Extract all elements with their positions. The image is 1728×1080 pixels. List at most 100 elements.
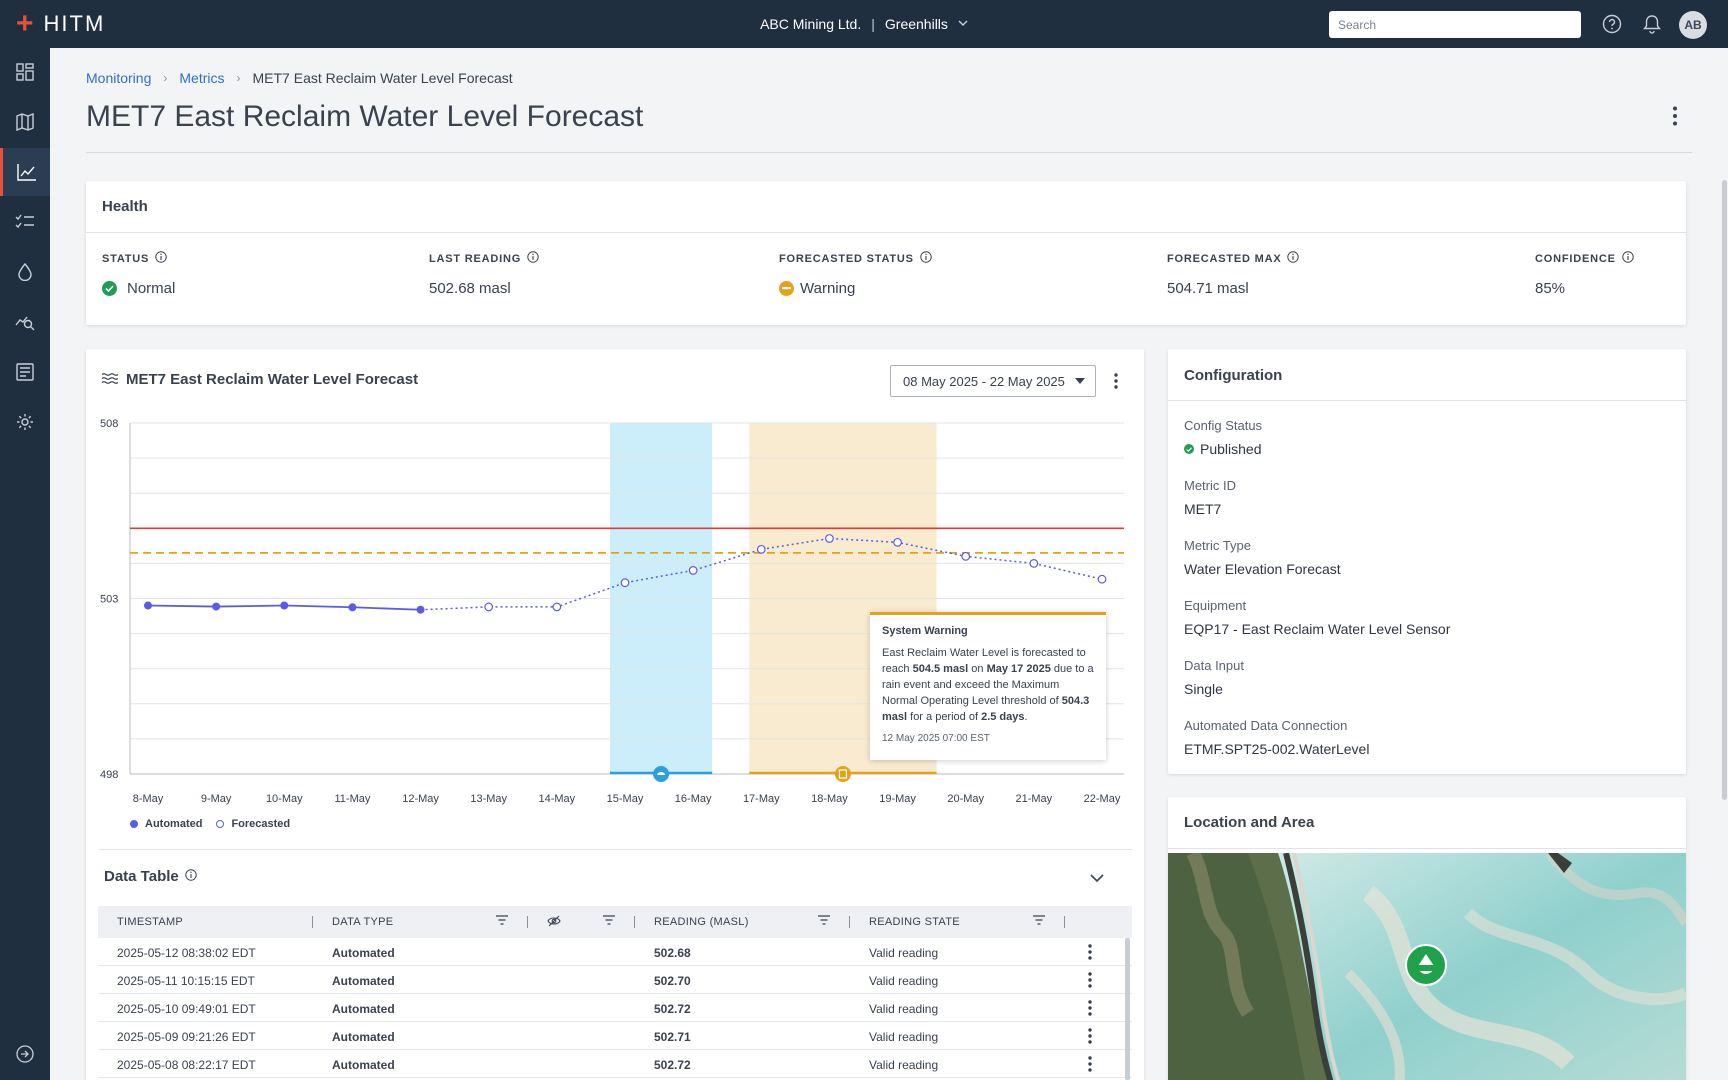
date-range-select[interactable]: 08 May 2025 - 22 May 2025 [890,365,1096,397]
cell-reading: 502.68 [654,946,691,960]
bell-icon[interactable] [1640,12,1664,36]
cell-data-type: Automated [332,1030,395,1044]
table-row[interactable]: 2025-05-10 09:49:01 EDT Automated 502.72… [98,994,1132,1022]
confidence-value: 85% [1535,280,1566,297]
config-metric-id: Metric ID MET7 [1184,478,1236,517]
kebab-menu-icon [1088,1000,1092,1016]
column-data-type[interactable]: DATA TYPE [332,916,394,928]
org-name: ABC Mining Ltd. [760,16,862,32]
avatar[interactable]: AB [1679,11,1707,39]
filter-icon[interactable] [496,915,508,928]
sidebar [0,48,50,1080]
chart-more-menu[interactable] [1106,369,1126,393]
config-equipment: Equipment EQP17 - East Reclaim Water Lev… [1184,598,1451,637]
configuration-title: Configuration [1168,349,1686,401]
row-more-menu[interactable] [1083,1027,1097,1045]
kebab-menu-icon [1088,1028,1092,1044]
site-name[interactable]: Greenhills [884,16,948,32]
info-icon[interactable] [155,251,167,266]
table-row[interactable]: 2025-05-11 10:15:15 EDT Automated 502.70… [98,966,1132,994]
tooltip-title: System Warning [882,625,968,637]
cell-timestamp: 2025-05-09 09:21:26 EDT [117,1030,256,1044]
sidebar-item-tasks[interactable] [0,198,50,246]
cell-data-type: Automated [332,1058,395,1072]
legend-swatch [216,820,225,828]
sidebar-item-map[interactable] [0,98,50,146]
info-icon[interactable] [1287,251,1300,266]
health-forecasted-status: FORECASTED STATUS Warning [779,251,932,297]
column-reading[interactable]: READING (MASL) [654,916,749,928]
last-reading-label: LAST READING [429,252,522,265]
cell-data-type: Automated [332,946,395,960]
collapse-table-button[interactable] [1086,868,1108,888]
breadcrumb-metrics[interactable]: Metrics [179,70,225,86]
table-row[interactable]: 2025-05-08 08:22:17 EDT Automated 502.72… [98,1050,1132,1078]
satellite-map[interactable] [1168,853,1686,1080]
config-metric-type: Metric Type Water Elevation Forecast [1184,538,1341,577]
info-icon[interactable] [1622,251,1634,266]
date-range-value: 08 May 2025 - 22 May 2025 [903,373,1065,389]
info-icon[interactable] [185,868,197,885]
sidebar-item-settings[interactable] [0,398,50,446]
cell-data-type: Automated [332,974,395,988]
configuration-card: Configuration Config Status Published Me… [1168,349,1686,774]
check-circle-icon [1184,444,1194,454]
forecasted-status-label: FORECASTED STATUS [779,252,914,265]
hide-column-icon[interactable] [547,915,561,930]
sidebar-item-dashboard[interactable] [0,48,50,96]
breadcrumb: Monitoring › Metrics › MET7 East Reclaim… [86,70,513,86]
kebab-menu-icon [1088,944,1092,960]
cell-state: Valid reading [869,1002,939,1016]
row-more-menu[interactable] [1083,943,1097,961]
cell-timestamp: 2025-05-11 10:15:15 EDT [117,974,255,988]
info-icon[interactable] [920,251,932,266]
status-value: Normal [127,280,176,297]
page-more-menu[interactable] [1665,103,1685,129]
last-reading-value: 502.68 masl [429,280,511,297]
checklist-icon [15,214,34,229]
health-title: Health [86,181,1686,233]
cell-reading: 502.72 [654,1058,691,1072]
health-last-reading: LAST READING 502.68 masl [429,251,539,297]
search-input[interactable] [1329,11,1581,38]
app-logo[interactable]: + HITM [16,0,105,48]
column-reading-state[interactable]: READING STATE [869,916,960,928]
sidebar-expand[interactable] [0,1030,50,1078]
page-title: MET7 East Reclaim Water Level Forecast [86,100,644,133]
tooltip-timestamp: 12 May 2025 07:00 EST [882,733,990,744]
breadcrumb-monitoring[interactable]: Monitoring [86,70,152,86]
column-timestamp[interactable]: TIMESTAMP [117,916,184,928]
chart-title-text: MET7 East Reclaim Water Level Forecast [126,371,419,388]
legend-automated[interactable]: Automated [130,818,202,830]
sidebar-item-analysis[interactable] [0,298,50,346]
config-data-connection: Automated Data Connection ETMF.SPT25-002… [1184,718,1370,757]
top-bar: +HITM ABC Mining Ltd. | Greenhills AB [0,0,1728,48]
info-icon[interactable] [527,251,539,266]
chevron-down-icon [1090,873,1104,882]
cell-state: Valid reading [869,1058,939,1072]
row-more-menu[interactable] [1083,1055,1097,1073]
kebab-menu-icon [1673,106,1677,126]
legend-forecasted[interactable]: Forecasted [216,818,290,830]
filter-icon[interactable] [603,915,615,928]
table-row[interactable]: 2025-05-12 08:38:02 EDT Automated 502.68… [98,938,1132,966]
kebab-menu-icon [1088,972,1092,988]
sidebar-item-water[interactable] [0,248,50,296]
sidebar-item-reports[interactable] [0,348,50,396]
table-scrollbar[interactable] [1125,938,1130,1080]
table-row[interactable]: 2025-05-09 09:21:26 EDT Automated 502.71… [98,1022,1132,1050]
chevron-down-icon[interactable] [958,18,968,30]
row-more-menu[interactable] [1083,999,1097,1017]
chart-title: MET7 East Reclaim Water Level Forecast [101,371,419,388]
sidebar-item-metrics[interactable] [0,148,50,196]
filter-icon[interactable] [818,915,830,928]
settings-icon [17,414,33,430]
dashboard-icon [16,63,34,81]
health-card: Health STATUS Normal LAST READING 502.68… [86,181,1686,325]
help-icon[interactable] [1600,12,1624,36]
cell-state: Valid reading [869,974,939,988]
expand-sidebar-icon [16,1045,34,1063]
row-more-menu[interactable] [1083,971,1097,989]
page-scrollbar[interactable] [1722,180,1727,800]
filter-icon[interactable] [1033,915,1045,928]
